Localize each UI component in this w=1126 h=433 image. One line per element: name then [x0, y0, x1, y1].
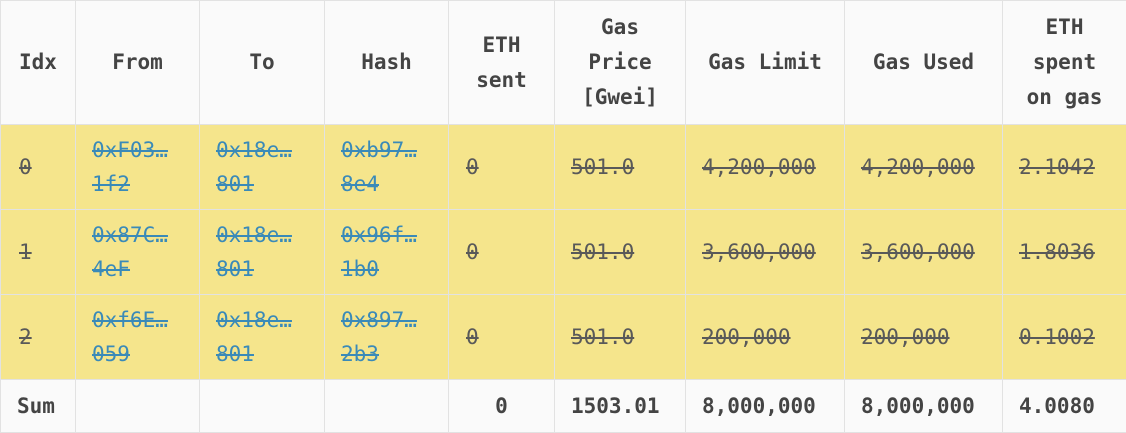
sum-gas-limit: 8,000,000 [685, 379, 845, 433]
link-line: 801 [216, 172, 254, 196]
link-line: 0x18e… [216, 308, 292, 332]
cell-gas-used: 4,200,000 [844, 124, 1003, 210]
cell-idx: 0 [0, 124, 76, 210]
link-line: 0x897… [341, 308, 417, 332]
header-idx: Idx [0, 0, 76, 125]
cell-gas-used: 200,000 [844, 294, 1003, 380]
to-address-link[interactable]: 0x18e… 801 [199, 294, 325, 380]
cell-gas-limit: 200,000 [685, 294, 845, 380]
sum-eth-spent: 4.0080 [1002, 379, 1126, 433]
cell-eth-sent: 0 [448, 124, 555, 210]
sum-empty-hash [324, 379, 449, 433]
link-line: 8e4 [341, 172, 379, 196]
cell-gas-limit: 4,200,000 [685, 124, 845, 210]
header-from: From [75, 0, 200, 125]
to-address-link[interactable]: 0x18e… 801 [199, 209, 325, 295]
link-line: 801 [216, 257, 254, 281]
cell-eth-spent: 2.1042 [1002, 124, 1126, 210]
header-row: Idx From To Hash ETH sent Gas Price [Gwe… [0, 0, 1126, 125]
cell-eth-sent: 0 [448, 294, 555, 380]
link-line: 4eF [92, 257, 130, 281]
link-line: 2b3 [341, 342, 379, 366]
cell-eth-spent: 0.1002 [1002, 294, 1126, 380]
sum-row: Sum 0 1503.01 8,000,000 8,000,000 4.0080 [0, 379, 1126, 433]
link-line: 0xf6E… [92, 308, 168, 332]
link-line: 0x18e… [216, 223, 292, 247]
table-row: 0 0xF03… 1f2 0x18e… 801 0xb97… 8e4 0 501… [0, 124, 1126, 210]
link-line: 0x87C… [92, 223, 168, 247]
table-row: 1 0x87C… 4eF 0x18e… 801 0x96f… 1b0 0 501… [0, 209, 1126, 295]
cell-eth-sent: 0 [448, 209, 555, 295]
link-line: 1f2 [92, 172, 130, 196]
sum-empty-to [199, 379, 325, 433]
cell-gas-used: 3,600,000 [844, 209, 1003, 295]
table-row: 2 0xf6E… 059 0x18e… 801 0x897… 2b3 0 501… [0, 294, 1126, 380]
link-line: 0x18e… [216, 138, 292, 162]
from-address-link[interactable]: 0x87C… 4eF [75, 209, 200, 295]
header-eth-sent: ETH sent [448, 0, 555, 125]
header-hash: Hash [324, 0, 449, 125]
sum-eth-sent: 0 [448, 379, 555, 433]
cell-gas-price: 501.0 [554, 209, 686, 295]
to-address-link[interactable]: 0x18e… 801 [199, 124, 325, 210]
link-line: 0x96f… [341, 223, 417, 247]
cell-gas-limit: 3,600,000 [685, 209, 845, 295]
link-line: 1b0 [341, 257, 379, 281]
cell-idx: 2 [0, 294, 76, 380]
link-line: 0xF03… [92, 138, 168, 162]
sum-gas-used: 8,000,000 [844, 379, 1003, 433]
tx-hash-link[interactable]: 0x96f… 1b0 [324, 209, 449, 295]
from-address-link[interactable]: 0xF03… 1f2 [75, 124, 200, 210]
header-gas-limit: Gas Limit [685, 0, 845, 125]
cell-gas-price: 501.0 [554, 124, 686, 210]
sum-empty-from [75, 379, 200, 433]
tx-hash-link[interactable]: 0xb97… 8e4 [324, 124, 449, 210]
header-to: To [199, 0, 325, 125]
tx-hash-link[interactable]: 0x897… 2b3 [324, 294, 449, 380]
header-eth-spent: ETH spent on gas [1002, 0, 1126, 125]
header-gas-price: Gas Price [Gwei] [554, 0, 686, 125]
link-line: 0xb97… [341, 138, 417, 162]
link-line: 801 [216, 342, 254, 366]
header-gas-used: Gas Used [844, 0, 1003, 125]
cell-idx: 1 [0, 209, 76, 295]
from-address-link[interactable]: 0xf6E… 059 [75, 294, 200, 380]
link-line: 059 [92, 342, 130, 366]
sum-label: Sum [0, 379, 76, 433]
cell-eth-spent: 1.8036 [1002, 209, 1126, 295]
sum-gas-price: 1503.01 [554, 379, 686, 433]
cell-gas-price: 501.0 [554, 294, 686, 380]
